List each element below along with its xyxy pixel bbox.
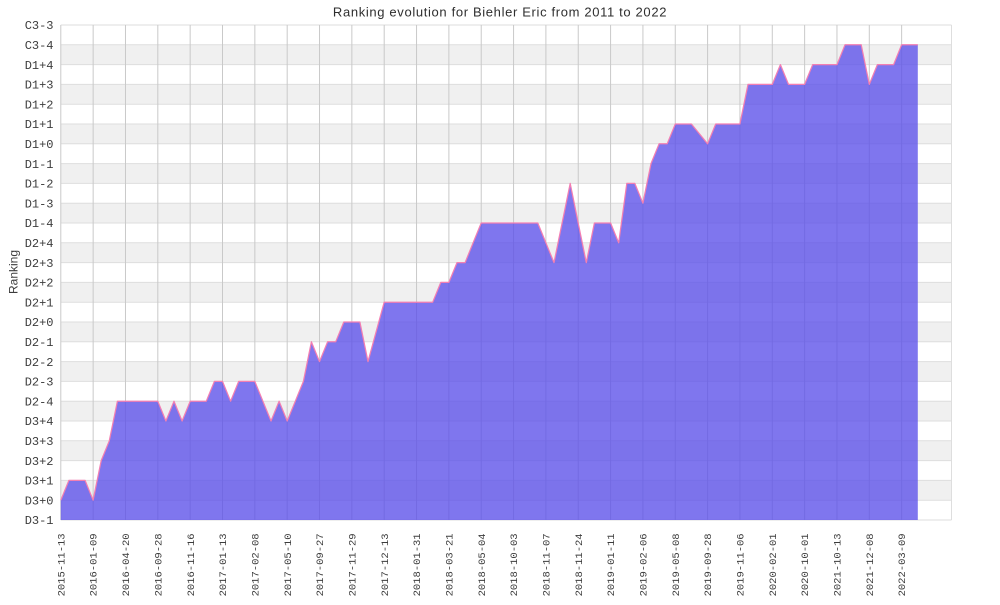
svg-text:Ranking: Ranking [7, 250, 21, 294]
svg-text:2019-09-28: 2019-09-28 [703, 533, 715, 596]
svg-text:2018-01-31: 2018-01-31 [412, 533, 424, 596]
svg-text:2018-11-07: 2018-11-07 [542, 533, 554, 596]
svg-text:2020-02-01: 2020-02-01 [768, 533, 780, 596]
svg-text:D2-3: D2-3 [25, 376, 54, 390]
svg-text:2017-01-13: 2017-01-13 [218, 533, 230, 596]
svg-text:D3+4: D3+4 [25, 415, 54, 429]
svg-text:2019-01-11: 2019-01-11 [606, 533, 618, 596]
svg-text:D1+3: D1+3 [25, 79, 54, 93]
svg-text:2018-10-03: 2018-10-03 [509, 533, 521, 596]
svg-text:D1-4: D1-4 [25, 217, 54, 231]
svg-text:D2+4: D2+4 [25, 237, 54, 251]
svg-text:2016-11-16: 2016-11-16 [186, 533, 198, 596]
svg-text:D2+3: D2+3 [25, 257, 54, 271]
svg-text:2017-02-08: 2017-02-08 [250, 533, 262, 596]
svg-text:2022-03-09: 2022-03-09 [897, 533, 909, 596]
svg-text:D2+0: D2+0 [25, 316, 54, 330]
svg-text:D3-1: D3-1 [25, 514, 54, 528]
svg-text:C3-4: C3-4 [25, 39, 54, 53]
svg-text:2016-01-09: 2016-01-09 [89, 533, 101, 596]
svg-text:D1-1: D1-1 [25, 158, 54, 172]
svg-text:2019-05-08: 2019-05-08 [671, 533, 683, 596]
svg-text:D1-3: D1-3 [25, 197, 54, 211]
svg-text:D3+2: D3+2 [25, 455, 54, 469]
svg-text:D2-4: D2-4 [25, 395, 54, 409]
svg-text:D2+1: D2+1 [25, 296, 54, 310]
svg-text:2019-02-06: 2019-02-06 [639, 533, 651, 596]
svg-text:2017-09-27: 2017-09-27 [315, 533, 327, 596]
svg-text:D1+4: D1+4 [25, 59, 54, 73]
svg-text:Ranking evolution for Biehler: Ranking evolution for Biehler Eric from … [333, 5, 667, 20]
svg-text:2018-05-04: 2018-05-04 [477, 533, 489, 596]
svg-text:2017-11-29: 2017-11-29 [347, 533, 359, 596]
svg-text:2016-09-28: 2016-09-28 [153, 533, 165, 596]
svg-text:D3+3: D3+3 [25, 435, 54, 449]
svg-text:D1-2: D1-2 [25, 178, 54, 192]
svg-text:D1+0: D1+0 [25, 138, 54, 152]
svg-text:D1+1: D1+1 [25, 118, 54, 132]
svg-text:2018-03-21: 2018-03-21 [444, 533, 456, 596]
svg-text:2020-10-01: 2020-10-01 [800, 533, 812, 596]
svg-text:D2-2: D2-2 [25, 356, 54, 370]
svg-text:2019-11-06: 2019-11-06 [736, 533, 748, 596]
svg-text:2021-10-13: 2021-10-13 [833, 533, 845, 596]
svg-text:D2-1: D2-1 [25, 336, 54, 350]
svg-text:C3-3: C3-3 [25, 19, 54, 33]
svg-text:2017-05-10: 2017-05-10 [283, 533, 295, 596]
svg-text:2016-04-20: 2016-04-20 [121, 533, 133, 596]
svg-text:D3+1: D3+1 [25, 475, 54, 489]
svg-text:2017-12-13: 2017-12-13 [380, 533, 392, 596]
svg-text:2018-11-24: 2018-11-24 [574, 533, 586, 596]
svg-text:D3+0: D3+0 [25, 494, 54, 508]
svg-text:D1+2: D1+2 [25, 98, 54, 112]
svg-text:D2+2: D2+2 [25, 277, 54, 291]
svg-text:2021-12-08: 2021-12-08 [865, 533, 877, 596]
svg-text:2015-11-13: 2015-11-13 [56, 533, 68, 596]
